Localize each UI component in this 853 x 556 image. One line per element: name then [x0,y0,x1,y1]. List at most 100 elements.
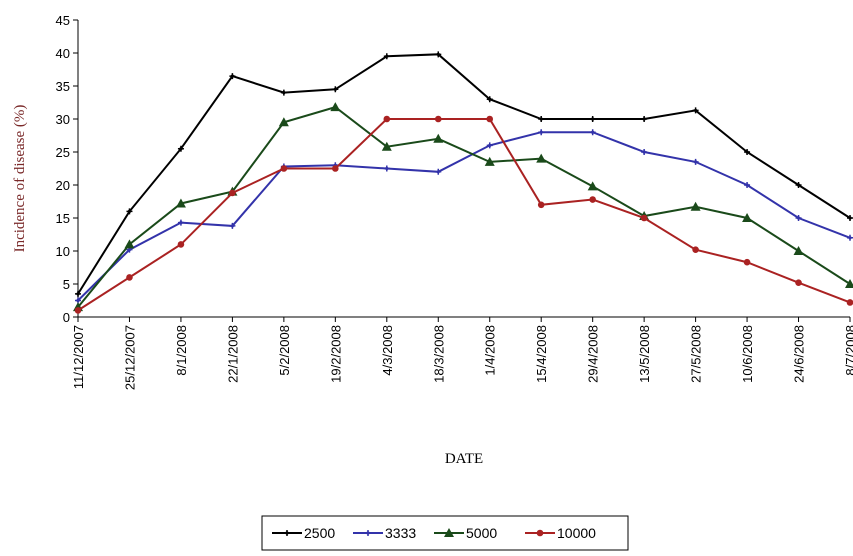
series-3333-point [486,142,493,149]
series-2500-point [744,149,751,155]
series-3333-point [692,158,699,165]
x-tick-label: 11/12/2007 [71,325,86,389]
x-tick-label: 29/4/2008 [586,325,601,383]
series-line-3333 [77,131,851,302]
series-3333 [75,129,853,304]
series-3333-point [229,222,236,229]
series-5000-point [175,198,186,208]
x-tick-label: 25/12/2007 [122,325,137,390]
x-axis: 11/12/2007 25/12/2007 8/1/2008 22/1/2008 5/2… [71,316,853,390]
series-5000-point [124,239,135,249]
series-2500-point [280,89,287,96]
series-5000-point [330,102,341,112]
x-tick-label: 4/3/2008 [380,325,395,376]
legend-label: 3333 [385,525,416,541]
series-2500-point [332,86,339,93]
x-tick-label: 15/4/2008 [534,325,549,383]
series-5000-point [793,246,804,255]
series-10000-point [692,246,699,253]
y-axis: 0 5 10 15 20 25 30 35 40 45 [56,13,79,325]
x-tick-label: 8/7/2008 [843,325,853,376]
series-2500-point [847,215,853,221]
series-3333-point [435,168,442,175]
series-10000 [74,115,853,314]
series-2500-point [486,96,493,103]
series-10000-point [383,115,391,123]
y-tick-label: 10 [56,244,70,259]
series-2500 [75,51,853,297]
series-2500-point [383,53,390,60]
legend-marker-point [365,530,371,536]
x-axis-label: DATE [445,451,483,467]
y-tick-label: 25 [56,145,70,160]
y-tick-label: 15 [56,211,70,226]
series-5000-point [690,201,701,211]
series-2500-point [692,107,699,114]
series-5000 [73,102,853,312]
series-line-5000 [77,106,851,308]
series-3333-point [795,215,802,221]
y-tick-label: 45 [56,13,70,28]
x-tick-label: 24/6/2008 [792,325,807,383]
x-tick-label: 18/3/2008 [431,325,446,383]
legend-item-2500: 2500 [272,525,335,541]
series-3333-point [383,165,390,172]
series-5000-point [381,141,392,151]
series-5000-point [536,153,547,163]
legend-marker-point [284,530,290,536]
series-10000-point [434,115,442,123]
series-10000-point [332,165,339,172]
series-3333-point [538,129,545,136]
series-10000-point [229,189,236,197]
legend-label: 5000 [466,525,497,541]
series-2500-point [177,145,184,152]
series-10000-point [486,115,494,123]
series-3333-point [847,234,853,241]
y-tick-label: 0 [63,310,70,325]
series-10000-point [537,201,545,209]
legend-item-5000: 5000 [434,525,497,541]
legend-label: 2500 [304,525,335,541]
y-tick-label: 5 [63,277,70,292]
series-2500-point [126,208,133,215]
legend-marker-point [536,529,544,537]
legend-item-3333: 3333 [353,525,416,541]
x-tick-label: 19/2/2008 [328,325,343,383]
series-5000-point [742,213,753,222]
series-10000-point [126,274,133,281]
series-2500-point [538,116,545,122]
series-3333-point [641,149,648,155]
x-tick-label: 13/5/2008 [637,325,652,383]
series-5000-point [845,279,853,288]
series-3333-point [177,219,184,226]
y-tick-label: 35 [56,79,70,94]
series-2500-point [75,290,81,297]
series-5000-point [587,181,598,191]
legend-item-10000: 10000 [525,525,596,541]
legend-label: 10000 [557,525,596,541]
series-line-10000 [77,118,851,312]
series-10000-point [846,299,853,306]
series-2500-point [641,116,648,122]
series-5000-point [278,117,289,127]
series-line-2500 [77,53,851,295]
series-10000-point [795,279,802,286]
series-5000-point [433,133,444,143]
series-10000-point [74,307,82,314]
legend: 2500 3333 5000 10000 [261,515,629,551]
x-tick-label: 22/1/2008 [225,325,240,383]
x-tick-label: 10/6/2008 [740,325,755,383]
y-tick-label: 20 [56,178,70,193]
legend-marker-point [444,528,454,537]
x-tick-label: 8/1/2008 [174,325,189,376]
series-3333-point [589,129,596,136]
series-2500-point [229,73,236,80]
series-2500-point [589,116,596,122]
series-10000-point [177,241,185,248]
series-5000-point [484,156,495,166]
series-lines [73,51,853,314]
y-tick-label: 40 [56,46,70,61]
series-3333-point [744,182,751,188]
series-2500-point [435,51,442,58]
